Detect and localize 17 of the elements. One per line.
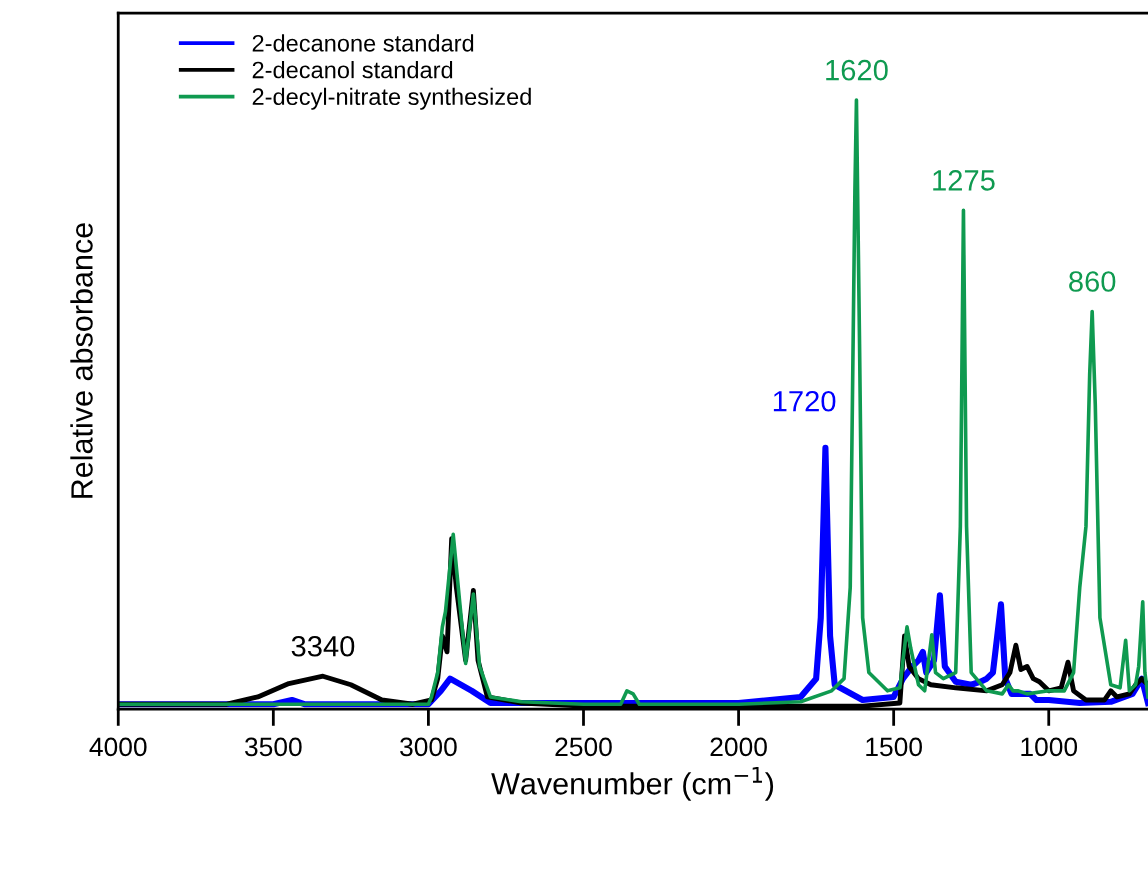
x-tick-label: 3000 — [400, 737, 457, 757]
legend-label: 2-decanol standard — [252, 61, 453, 79]
y-axis-title: Relative absorbance — [70, 223, 93, 498]
x-tick-label: 2500 — [555, 737, 612, 757]
x-axis-title: Wavenumber (cm$^{−1}$) — [491, 767, 774, 801]
annotation: 1620 — [826, 59, 888, 81]
x-tick-label: 2000 — [710, 737, 767, 757]
annotation: 3340 — [291, 635, 355, 657]
x-tick-label: 1000 — [1021, 737, 1078, 757]
legend-label: 2-decanone standard — [252, 34, 474, 52]
x-tick-label: 1500 — [866, 737, 922, 757]
legend-label: 2-decyl-nitrate synthesized — [252, 87, 531, 110]
annotation: 1275 — [933, 170, 995, 191]
x-tick-label: 4000 — [89, 737, 147, 757]
x-tick-label: 3500 — [244, 737, 302, 757]
annotation: 860 — [1069, 271, 1116, 292]
annotation: 1720 — [773, 390, 836, 412]
